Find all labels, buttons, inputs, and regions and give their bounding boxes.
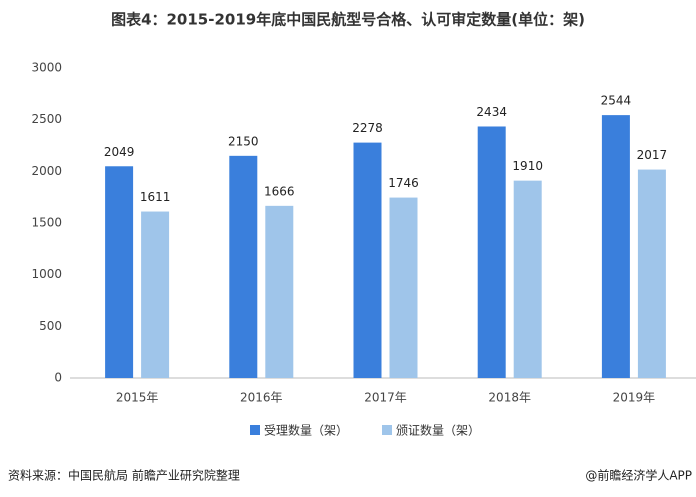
data-label: 2049 <box>104 145 135 159</box>
source: 资料来源：中国民航局 前瞻产业研究院整理 <box>8 468 240 483</box>
legend-swatch <box>382 425 392 435</box>
bar <box>389 197 418 378</box>
bar <box>601 115 630 379</box>
data-label: 1910 <box>512 159 543 173</box>
legend-label: 颁证数量（架） <box>396 423 480 438</box>
x-tick-label: 2019年 <box>613 391 656 405</box>
data-label: 2278 <box>352 121 383 135</box>
data-label: 2544 <box>601 94 632 108</box>
x-tick-label: 2016年 <box>240 391 283 405</box>
legend-label: 受理数量（架） <box>264 423 348 438</box>
x-tick-label: 2015年 <box>116 391 159 405</box>
data-label: 1746 <box>388 176 419 190</box>
bar <box>105 166 134 378</box>
bar <box>477 126 506 378</box>
data-label: 2017 <box>637 148 668 162</box>
y-tick-label: 500 <box>39 319 62 333</box>
x-tick-label: 2018年 <box>488 391 531 405</box>
bar <box>265 205 294 378</box>
x-tick-label: 2017年 <box>364 391 407 405</box>
y-tick-label: 1000 <box>31 267 62 281</box>
bar <box>513 180 542 378</box>
legend-swatch <box>250 425 260 435</box>
y-tick-label: 2000 <box>31 164 62 178</box>
y-tick-label: 0 <box>54 371 62 385</box>
data-label: 1666 <box>264 184 295 198</box>
y-tick-label: 3000 <box>31 61 62 75</box>
data-label: 2434 <box>476 105 507 119</box>
bar <box>229 155 258 378</box>
y-tick-label: 2500 <box>31 112 62 126</box>
watermark: @前瞻经济学人APP <box>585 468 692 483</box>
y-tick-label: 1500 <box>31 216 62 230</box>
data-label: 2150 <box>228 134 259 148</box>
bar <box>637 169 666 378</box>
chart-title: 图表4：2015-2019年底中国民航型号合格、认可审定数量(单位：架) <box>111 11 585 29</box>
bar <box>353 142 382 378</box>
bar <box>141 211 170 378</box>
data-label: 1611 <box>140 190 171 204</box>
